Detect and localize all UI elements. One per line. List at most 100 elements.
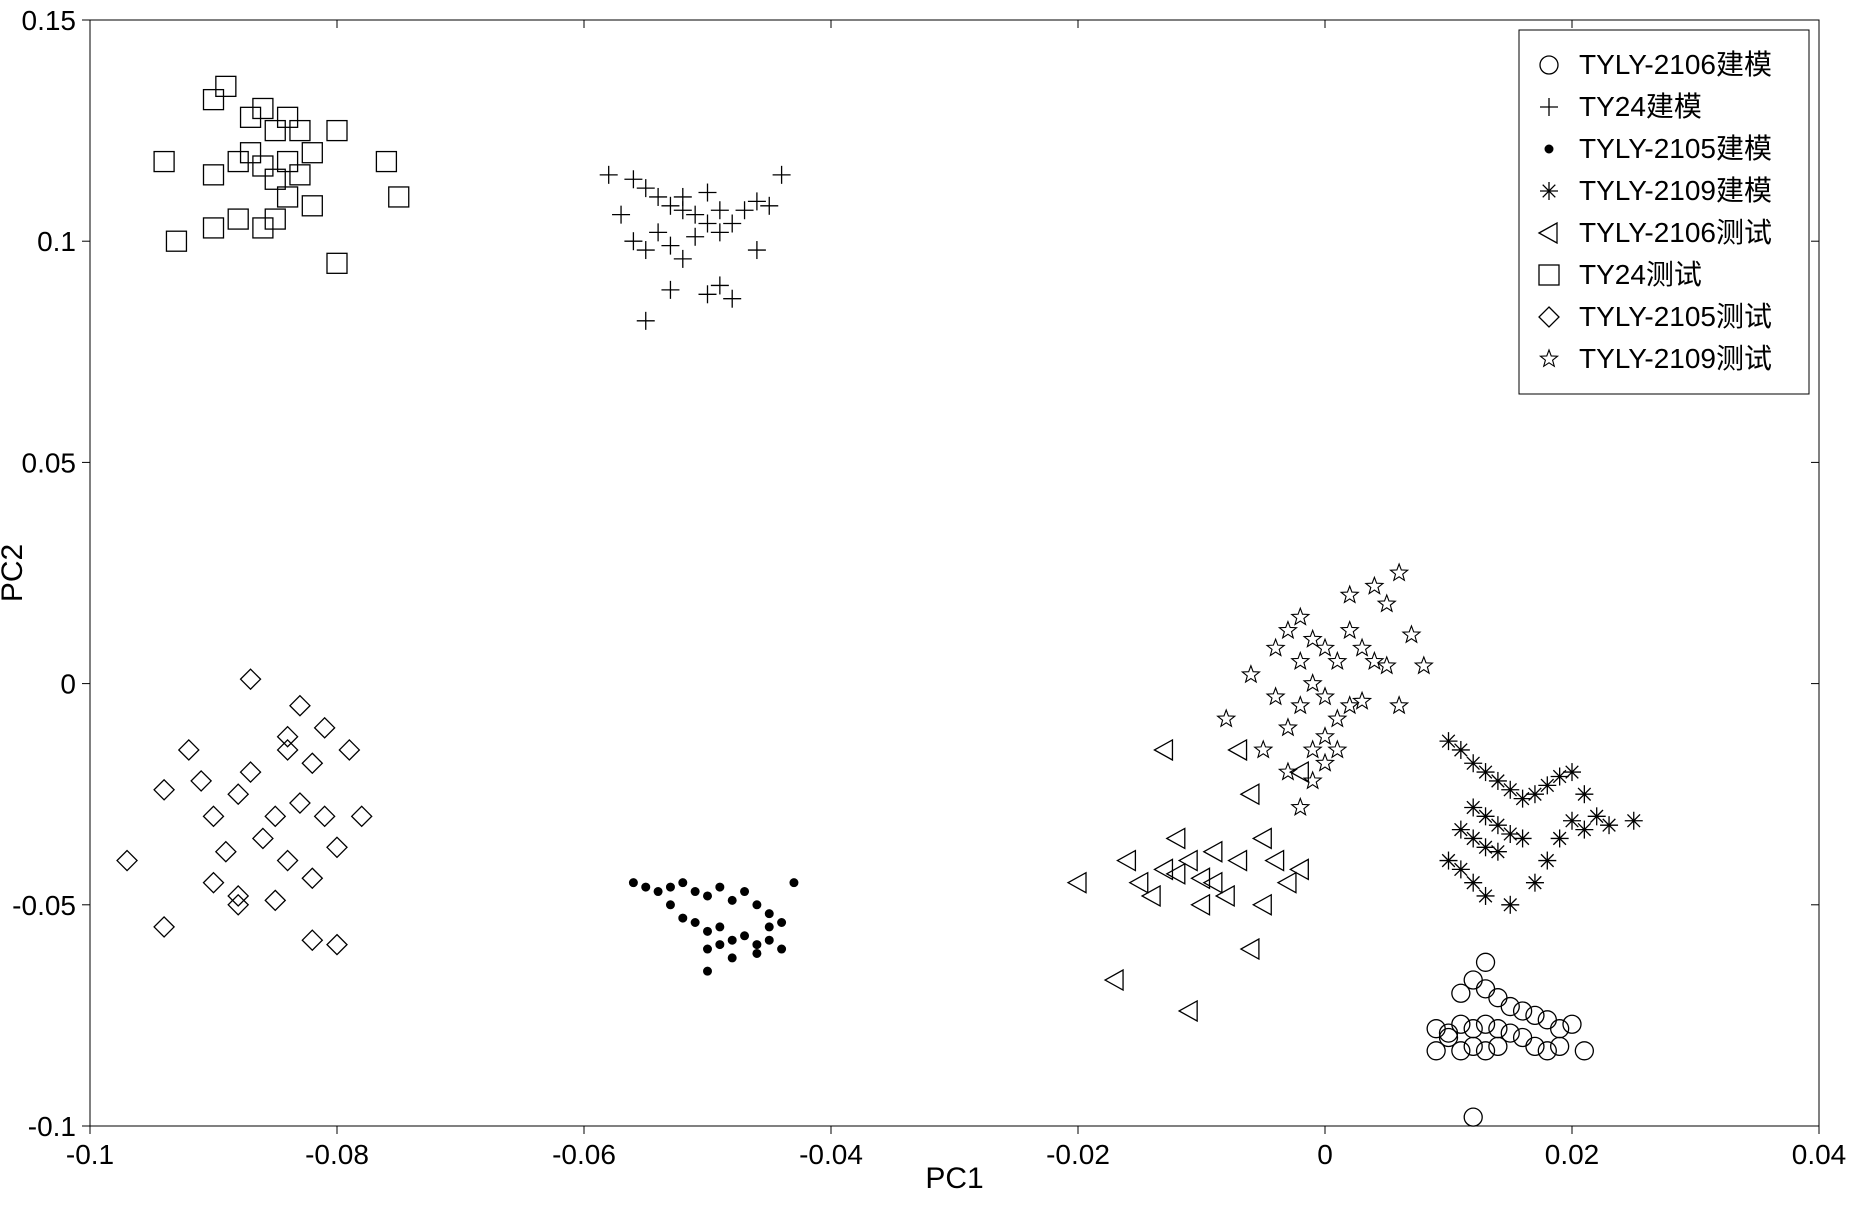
data-point xyxy=(723,215,741,233)
data-point xyxy=(204,873,224,893)
data-point xyxy=(1477,980,1495,998)
data-point xyxy=(278,851,298,871)
x-tick-label: -0.04 xyxy=(799,1139,863,1170)
data-point xyxy=(228,784,248,804)
data-point xyxy=(765,936,773,944)
data-point xyxy=(1526,874,1544,892)
data-point xyxy=(699,285,717,303)
legend-label: TYLY-2105建模 xyxy=(1579,133,1772,164)
data-point xyxy=(686,206,704,224)
y-axis-label: PC2 xyxy=(0,544,29,602)
series-layer xyxy=(117,76,1643,1126)
data-point xyxy=(753,941,761,949)
data-point xyxy=(699,215,717,233)
data-point xyxy=(1501,825,1519,843)
data-point xyxy=(1575,785,1593,803)
data-point xyxy=(1341,697,1358,713)
data-point xyxy=(1514,1002,1532,1020)
data-point xyxy=(327,935,347,955)
data-point xyxy=(302,930,322,950)
data-point xyxy=(1292,608,1309,624)
data-point xyxy=(753,949,761,957)
data-point xyxy=(699,184,717,202)
data-point xyxy=(117,851,137,871)
data-point xyxy=(1279,763,1296,779)
data-point xyxy=(1192,895,1210,915)
data-point xyxy=(1501,896,1519,914)
data-point xyxy=(1440,732,1458,750)
data-point xyxy=(1575,1042,1593,1060)
data-point xyxy=(1292,697,1309,713)
data-point xyxy=(1489,1020,1507,1038)
data-point xyxy=(1452,821,1470,839)
data-point xyxy=(649,188,667,206)
data-point xyxy=(1329,652,1346,668)
data-point xyxy=(179,740,199,760)
data-point xyxy=(1489,1037,1507,1055)
data-point xyxy=(1588,807,1606,825)
data-point xyxy=(1117,851,1135,871)
data-point xyxy=(1477,807,1495,825)
data-point xyxy=(339,740,359,760)
data-point xyxy=(600,166,618,184)
data-point xyxy=(204,806,224,826)
data-point xyxy=(1267,688,1284,704)
data-point xyxy=(1551,829,1569,847)
data-point xyxy=(278,727,298,747)
data-point xyxy=(1241,784,1259,804)
data-point xyxy=(1477,1015,1495,1033)
data-point xyxy=(1526,1037,1544,1055)
y-tick-label: 0 xyxy=(60,669,76,700)
legend-label: TYLY-2109测试 xyxy=(1579,343,1772,374)
data-point xyxy=(1218,710,1235,726)
data-point xyxy=(1242,666,1259,682)
data-point xyxy=(1241,939,1259,959)
data-point xyxy=(1229,851,1247,871)
x-tick-label: -0.06 xyxy=(552,1139,616,1170)
data-point xyxy=(1538,1011,1556,1029)
data-point xyxy=(376,152,396,172)
data-point xyxy=(154,780,174,800)
data-point xyxy=(1403,626,1420,642)
data-point xyxy=(327,121,347,141)
legend-marker xyxy=(1545,145,1553,153)
data-point xyxy=(1551,1037,1569,1055)
data-point xyxy=(1600,816,1618,834)
data-point xyxy=(302,196,322,216)
data-point xyxy=(1427,1020,1445,1038)
data-point xyxy=(1464,1037,1482,1055)
data-point xyxy=(204,218,224,238)
data-point xyxy=(315,718,335,738)
data-point xyxy=(1130,873,1148,893)
data-point xyxy=(704,892,712,900)
y-tick-label: -0.1 xyxy=(28,1111,76,1142)
data-point xyxy=(290,121,310,141)
data-point xyxy=(704,927,712,935)
data-point xyxy=(1366,577,1383,593)
data-point xyxy=(773,166,791,184)
data-point xyxy=(1204,842,1222,862)
data-point xyxy=(1192,868,1210,888)
data-point xyxy=(637,179,655,197)
x-axis-label: PC1 xyxy=(925,1162,983,1195)
data-point xyxy=(1464,829,1482,847)
data-point xyxy=(1464,1020,1482,1038)
data-point xyxy=(327,837,347,857)
legend-label: TYLY-2106测试 xyxy=(1579,217,1772,248)
data-point xyxy=(736,201,754,219)
data-point xyxy=(1204,873,1222,893)
data-point xyxy=(728,936,736,944)
data-point xyxy=(290,165,310,185)
data-point xyxy=(629,879,637,887)
data-point xyxy=(1440,1029,1458,1047)
data-point xyxy=(691,918,699,926)
data-point xyxy=(1440,1024,1458,1042)
data-point xyxy=(654,888,662,896)
data-point xyxy=(1514,1029,1532,1047)
data-point xyxy=(191,771,211,791)
data-point xyxy=(1279,622,1296,638)
data-point xyxy=(1167,828,1185,848)
data-point xyxy=(1253,828,1271,848)
data-point xyxy=(1304,741,1321,757)
data-point xyxy=(1477,1042,1495,1060)
